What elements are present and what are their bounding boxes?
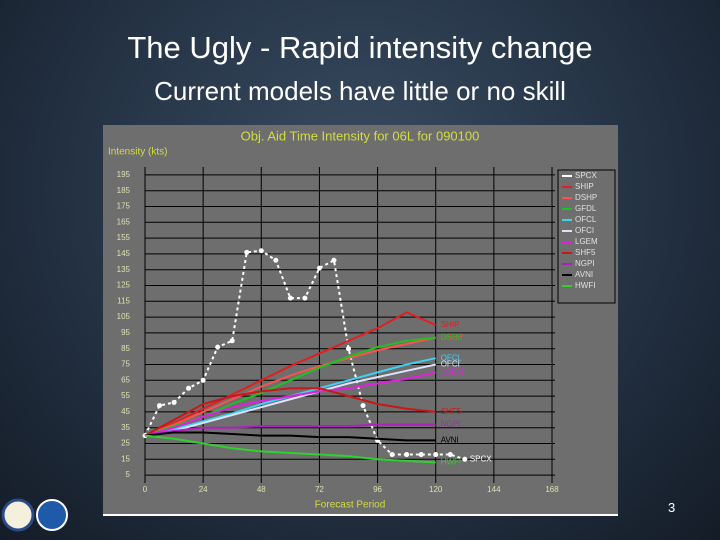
line-label: SHF5 bbox=[441, 407, 462, 416]
y-tick-label: 105 bbox=[117, 312, 131, 321]
line-label: NGPI bbox=[441, 420, 461, 429]
y-tick-label: 75 bbox=[121, 360, 130, 369]
data-point bbox=[433, 452, 439, 458]
data-point bbox=[273, 257, 279, 263]
page-number: 3 bbox=[668, 500, 676, 515]
y-tick-label: 165 bbox=[117, 217, 131, 226]
slide-subtitle: Current models have little or no skill bbox=[154, 76, 566, 106]
data-point bbox=[200, 377, 206, 383]
slide-title: The Ugly - Rapid intensity change bbox=[127, 30, 593, 65]
legend-label: LGEM bbox=[575, 237, 598, 246]
legend-label: SHF5 bbox=[575, 248, 596, 257]
chart-title: Obj. Aid Time Intensity for 06L for 0901… bbox=[241, 128, 480, 143]
line-label: SPCX bbox=[470, 454, 492, 463]
x-tick-label: 96 bbox=[373, 485, 382, 494]
line-label: OFCI bbox=[441, 360, 460, 369]
line-label: SHIP bbox=[441, 320, 460, 329]
y-tick-label: 85 bbox=[121, 344, 130, 353]
data-point bbox=[447, 452, 453, 458]
x-tick-label: 168 bbox=[545, 485, 559, 494]
data-point bbox=[229, 338, 235, 344]
data-point bbox=[462, 456, 468, 462]
legend-label: OFCI bbox=[575, 226, 594, 235]
x-tick-label: 72 bbox=[315, 485, 324, 494]
y-tick-label: 65 bbox=[121, 375, 130, 384]
data-point bbox=[302, 295, 308, 301]
legend-label: DSHP bbox=[575, 193, 597, 202]
x-tick-label: 120 bbox=[429, 485, 443, 494]
y-tick-label: 185 bbox=[117, 186, 131, 195]
data-point bbox=[360, 403, 366, 409]
data-point bbox=[244, 249, 250, 255]
logo bbox=[36, 499, 68, 531]
legend-label: HWFI bbox=[575, 281, 595, 290]
line-label: AVNI bbox=[441, 435, 459, 444]
series-line bbox=[144, 431, 436, 442]
legend-box bbox=[557, 169, 616, 304]
data-point bbox=[287, 295, 293, 301]
y-tick-label: 95 bbox=[121, 328, 130, 337]
data-point bbox=[258, 248, 264, 254]
y-tick-label: 45 bbox=[121, 407, 130, 416]
y-tick-label: 55 bbox=[121, 391, 130, 400]
y-tick-label: 15 bbox=[121, 454, 130, 463]
legend-label: AVNI bbox=[575, 270, 593, 279]
data-point bbox=[346, 346, 351, 352]
x-tick-label: 48 bbox=[257, 485, 266, 494]
data-point bbox=[316, 265, 322, 271]
legend-label: SHIP bbox=[575, 182, 594, 191]
series-line bbox=[144, 363, 436, 437]
line-label: GFDL bbox=[441, 333, 463, 342]
y-tick-label: 125 bbox=[117, 281, 131, 290]
data-point bbox=[215, 344, 221, 350]
series-line bbox=[144, 434, 436, 464]
line-label: LGEM bbox=[441, 368, 464, 377]
data-point bbox=[157, 403, 163, 409]
y-tick-label: 145 bbox=[117, 249, 131, 258]
y-axis-label: Intensity (kts) bbox=[108, 147, 167, 158]
logos bbox=[1, 498, 68, 532]
data-point bbox=[404, 452, 410, 458]
series-line bbox=[144, 423, 436, 437]
y-tick-label: 195 bbox=[117, 170, 131, 179]
y-tick-label: 135 bbox=[117, 265, 131, 274]
series-line bbox=[144, 336, 436, 437]
legend-label: SPCX bbox=[575, 171, 597, 180]
data-point bbox=[389, 452, 395, 458]
y-tick-label: 35 bbox=[121, 423, 130, 432]
series-line bbox=[144, 311, 437, 437]
line-label: HWFI bbox=[441, 458, 461, 467]
legend-label: OFCL bbox=[575, 215, 597, 224]
chart-background bbox=[103, 125, 618, 515]
x-tick-label: 24 bbox=[199, 485, 208, 494]
data-point bbox=[331, 257, 337, 263]
legend-label: NGPI bbox=[575, 259, 595, 268]
x-tick-label: 0 bbox=[143, 485, 148, 494]
y-tick-label: 5 bbox=[126, 470, 131, 479]
data-point bbox=[171, 399, 177, 405]
x-tick-label: 144 bbox=[487, 485, 501, 494]
logo bbox=[1, 498, 35, 532]
data-point bbox=[186, 385, 192, 391]
y-tick-label: 175 bbox=[117, 202, 131, 211]
legend-label: GFDL bbox=[575, 204, 597, 213]
data-point bbox=[418, 452, 424, 458]
line-label: DSHP bbox=[441, 333, 463, 342]
series-line bbox=[144, 387, 436, 437]
line-label: OFCL bbox=[441, 353, 463, 362]
y-tick-label: 155 bbox=[117, 233, 131, 242]
y-tick-label: 25 bbox=[121, 439, 130, 448]
x-axis-label: Forecast Period bbox=[315, 500, 386, 511]
y-tick-label: 115 bbox=[117, 296, 130, 305]
series-line bbox=[144, 371, 436, 437]
